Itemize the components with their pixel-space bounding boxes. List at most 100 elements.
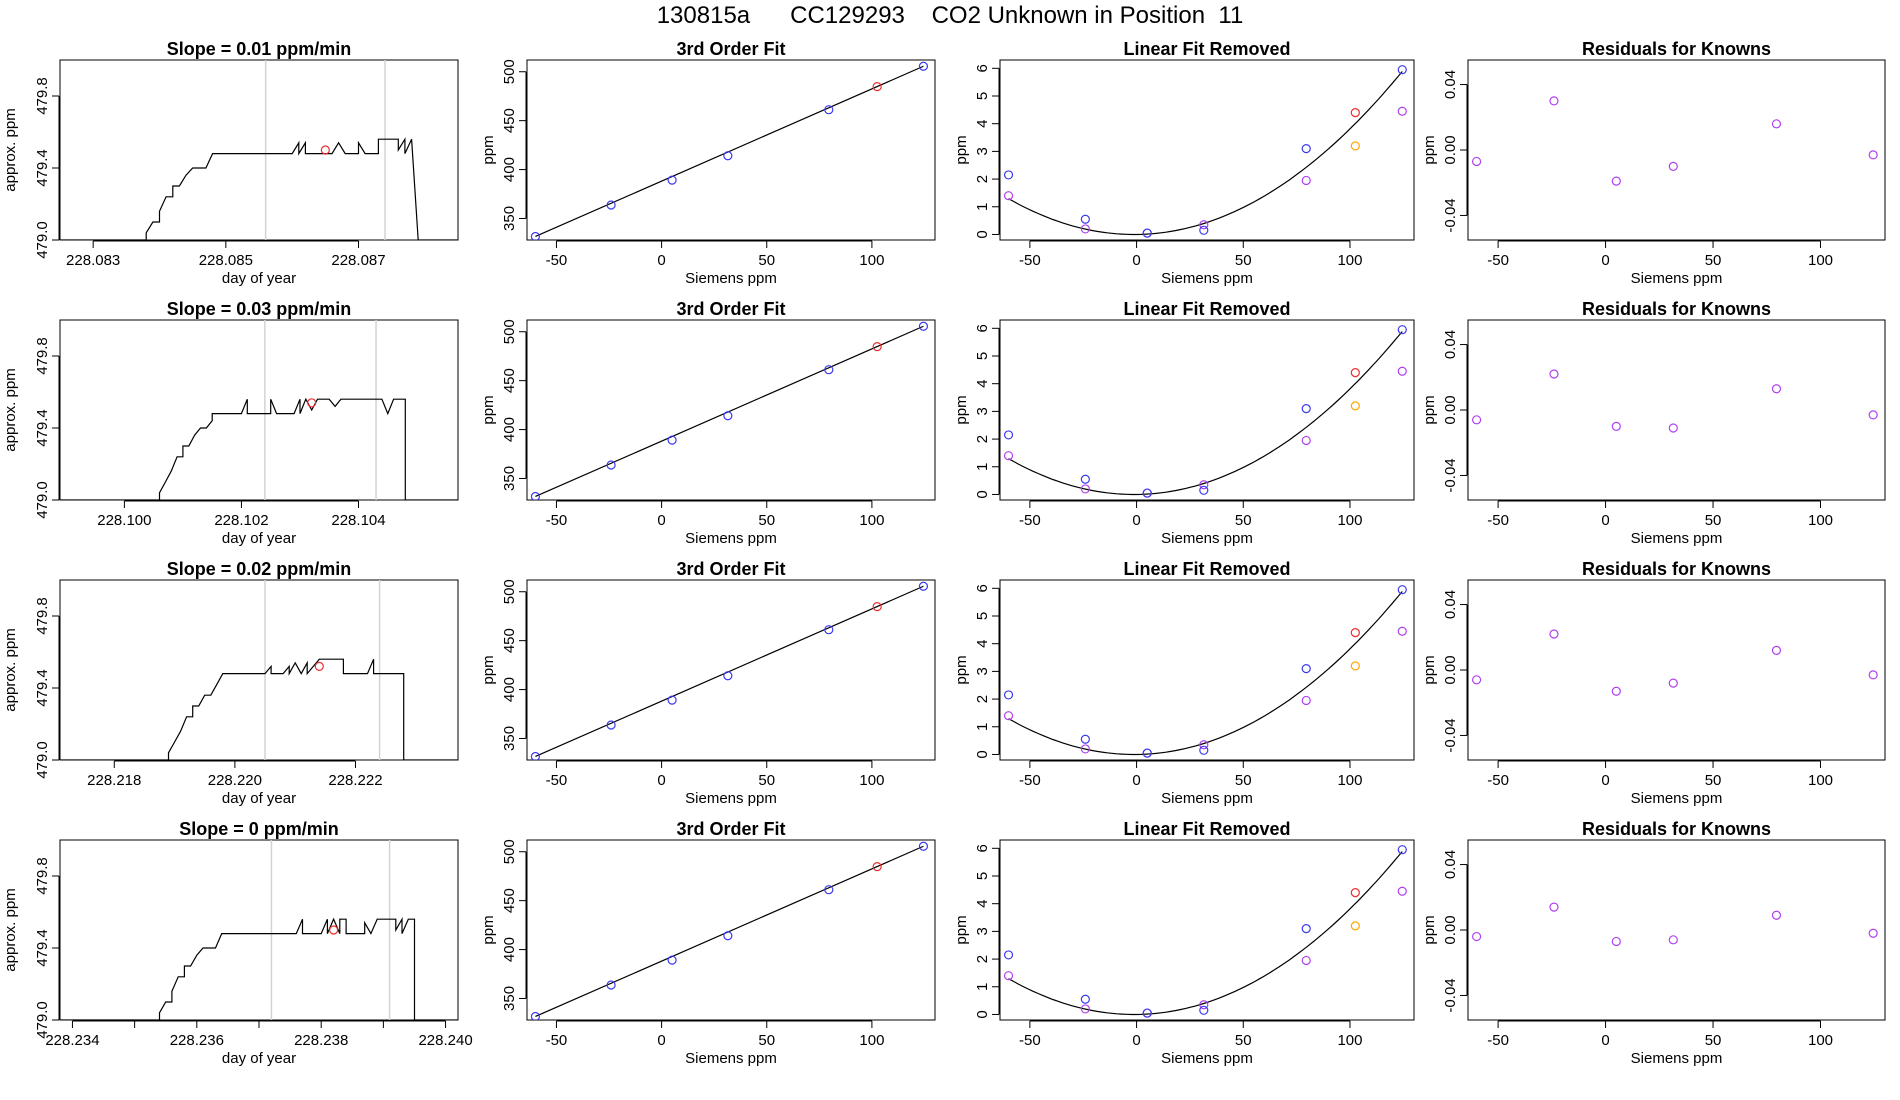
x-axis-label: Siemens ppm <box>685 270 777 287</box>
panel-r3-c1: 3rd Order Fit -50 0 50 100 Siemens ppm 350 400 4… <box>480 819 936 1067</box>
x-tick-label: -50 <box>1019 1032 1041 1049</box>
y-tick-label: 479.4 <box>34 929 51 967</box>
panel-r3-c2: Linear Fit Removed -50 0 50 100 Siemens ppm 0 1… <box>953 819 1415 1067</box>
standard-point <box>1199 225 1209 235</box>
x-tick-label: 228.238 <box>294 1032 348 1049</box>
residual-point <box>1611 176 1621 186</box>
unknown-fit-point <box>872 862 882 872</box>
x-tick-label: -50 <box>546 772 568 789</box>
residual-point <box>1301 955 1311 966</box>
standard-point <box>723 151 733 161</box>
y-tick-label: 479.0 <box>34 221 51 259</box>
y-tick-label: 0 <box>974 490 991 498</box>
x-tick-label: 100 <box>859 772 884 789</box>
standard-point <box>1142 228 1152 238</box>
residual-point <box>1003 711 1014 721</box>
x-tick-label: 100 <box>1808 772 1833 789</box>
standard-point <box>1397 845 1407 855</box>
standard-point <box>1199 745 1209 755</box>
y-tick-label: 0.00 <box>1442 395 1459 424</box>
plot-frame <box>526 579 936 761</box>
y-tick-label: 2 <box>974 175 991 183</box>
unknown-fit-point <box>872 342 882 352</box>
x-tick-label: 100 <box>1808 252 1833 269</box>
residual-point <box>1301 175 1311 186</box>
panel-title: Linear Fit Removed <box>1123 299 1290 319</box>
standard-point <box>530 1011 541 1020</box>
panel-r0-c0: Slope = 0.01 ppm/min 228.083 228.085 228.08… <box>2 39 459 287</box>
y-tick-label: 0 <box>974 750 991 758</box>
x-tick-label: -50 <box>1487 512 1509 529</box>
plot-area <box>1471 96 1878 186</box>
y-tick-label: 479.4 <box>34 409 51 447</box>
y-tick-label: 4 <box>974 120 991 128</box>
standard-point <box>824 625 834 635</box>
x-tick-label: -50 <box>546 1032 568 1049</box>
x-tick-label: 50 <box>1705 252 1722 269</box>
standard-point <box>1199 1005 1209 1015</box>
x-axis-label: Siemens ppm <box>1631 790 1723 807</box>
y-axis-label: ppm <box>953 655 970 684</box>
residual-point <box>1471 931 1482 942</box>
x-axis-label: Siemens ppm <box>685 530 777 547</box>
x-axis-label: Siemens ppm <box>685 790 777 807</box>
x-tick-label: 100 <box>859 252 884 269</box>
mean-point <box>320 145 330 155</box>
panel-r0-c1: 3rd Order Fit -50 0 50 100 Siemens ppm 350 400 4… <box>480 39 936 287</box>
x-tick-label: 228.240 <box>418 1032 472 1049</box>
standard-point <box>1003 430 1014 440</box>
y-tick-label: 479.4 <box>34 149 51 187</box>
standard-point <box>667 955 677 965</box>
mean-point <box>307 398 317 408</box>
y-axis-label: approx. ppm <box>2 888 19 971</box>
residual-point <box>1771 645 1782 655</box>
y-tick-label: 479.0 <box>34 741 51 779</box>
y-tick-label: 6 <box>974 324 991 332</box>
x-tick-label: 50 <box>1235 512 1252 529</box>
x-tick-label: -50 <box>546 512 568 529</box>
x-axis-label: Siemens ppm <box>1161 790 1253 807</box>
x-tick-label: 50 <box>758 772 775 789</box>
y-tick-label: 450 <box>501 888 518 913</box>
y-tick-label: 400 <box>501 677 518 702</box>
standard-point <box>530 751 541 760</box>
residual-point <box>1301 435 1311 446</box>
standard-point <box>667 695 677 705</box>
fit-curve <box>1008 851 1403 1016</box>
figure-title: 130815a CC129293 CO2 Unknown in Position… <box>656 2 1244 29</box>
plot-frame <box>999 319 1415 501</box>
y-tick-label: 1 <box>974 723 991 731</box>
x-tick-label: 50 <box>1705 1032 1722 1049</box>
y-tick-label: 350 <box>501 466 518 491</box>
residual-point <box>1003 451 1014 461</box>
standard-point <box>1080 214 1090 224</box>
unknown-fit-point <box>1350 628 1360 638</box>
panel-r1-c2: Linear Fit Removed -50 0 50 100 Siemens ppm 0 1… <box>953 299 1415 547</box>
residual-point <box>1301 695 1311 706</box>
x-tick-label: 50 <box>1235 1032 1252 1049</box>
y-tick-label: -0.04 <box>1442 978 1459 1012</box>
y-tick-label: 450 <box>501 368 518 393</box>
plot-area <box>1003 585 1407 758</box>
x-tick-label: 100 <box>859 1032 884 1049</box>
plot-frame <box>526 59 936 241</box>
plot-frame <box>999 839 1415 1021</box>
x-tick-label: 100 <box>1808 512 1833 529</box>
y-tick-label: 479.4 <box>34 669 51 707</box>
y-tick-label: 3 <box>974 147 991 155</box>
x-axis-label: Siemens ppm <box>1631 1050 1723 1067</box>
y-tick-label: 0.04 <box>1442 330 1459 359</box>
x-tick-label: -50 <box>1019 512 1041 529</box>
plot-frame <box>1467 579 1886 761</box>
unknown-point <box>1350 141 1360 151</box>
x-tick-label: 228.234 <box>45 1032 99 1049</box>
standard-point <box>530 491 541 500</box>
panel-r3-c3: Residuals for Knowns -50 0 50 100 Siemens ppm… <box>1421 819 1886 1067</box>
y-axis-label: ppm <box>1421 915 1438 944</box>
y-tick-label: 350 <box>501 726 518 751</box>
fit-line <box>535 845 924 1018</box>
x-axis-label: Siemens ppm <box>1161 1050 1253 1067</box>
y-tick-label: 0.00 <box>1442 135 1459 164</box>
residual-point <box>1771 384 1782 394</box>
